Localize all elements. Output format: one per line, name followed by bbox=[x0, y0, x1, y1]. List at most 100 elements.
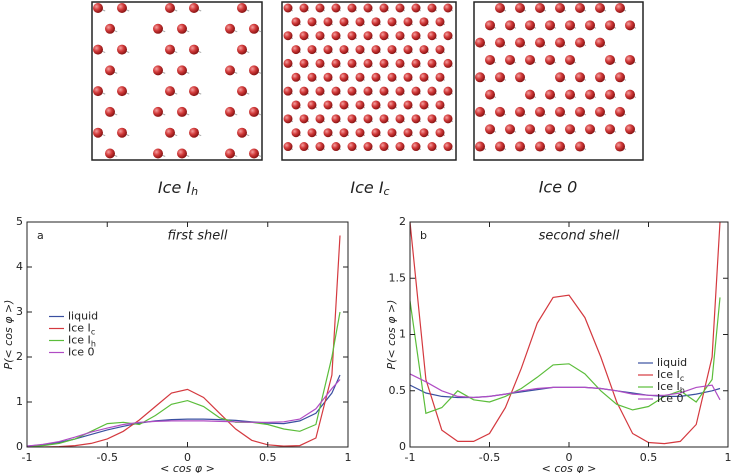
atom bbox=[515, 37, 525, 48]
legend-label: liquid bbox=[657, 356, 687, 369]
series-line bbox=[27, 379, 341, 447]
series-line bbox=[27, 374, 341, 447]
atom bbox=[225, 65, 235, 76]
atom bbox=[225, 23, 235, 34]
atom bbox=[371, 100, 381, 110]
atom bbox=[249, 65, 259, 76]
atom bbox=[323, 128, 333, 138]
atom bbox=[435, 72, 445, 82]
atom bbox=[165, 86, 175, 97]
atom bbox=[615, 106, 625, 117]
atom bbox=[331, 3, 341, 13]
atom bbox=[355, 72, 365, 82]
atom bbox=[575, 72, 585, 83]
atom bbox=[443, 58, 453, 68]
atom bbox=[189, 86, 199, 97]
atom bbox=[555, 37, 565, 48]
atom bbox=[291, 45, 301, 55]
atom bbox=[395, 31, 405, 41]
structure-image bbox=[91, 1, 263, 161]
atom bbox=[525, 20, 535, 31]
atom bbox=[379, 86, 389, 96]
atom bbox=[165, 44, 175, 55]
atom bbox=[443, 3, 453, 13]
atom bbox=[411, 86, 421, 96]
atom bbox=[395, 86, 405, 96]
atom bbox=[403, 100, 413, 110]
atom bbox=[323, 72, 333, 82]
atom bbox=[347, 31, 357, 41]
legend-subscript: c bbox=[91, 327, 95, 336]
x-tick-label: 0.5 bbox=[640, 451, 658, 464]
atom bbox=[435, 45, 445, 55]
series-line bbox=[410, 222, 721, 445]
atom bbox=[237, 127, 247, 138]
atom bbox=[323, 100, 333, 110]
atom bbox=[323, 17, 333, 27]
atom bbox=[363, 86, 373, 96]
atom bbox=[165, 127, 175, 138]
atom bbox=[283, 58, 293, 68]
atom bbox=[291, 100, 301, 110]
atom bbox=[435, 100, 445, 110]
atom bbox=[625, 54, 635, 65]
x-tick-label: -1 bbox=[405, 451, 416, 464]
atom bbox=[595, 37, 605, 48]
atom bbox=[495, 72, 505, 83]
structure-image bbox=[473, 1, 644, 161]
legend-label: Ice Ic bbox=[68, 322, 95, 337]
atom bbox=[347, 86, 357, 96]
atom bbox=[387, 45, 397, 55]
atom bbox=[443, 86, 453, 96]
atom bbox=[347, 114, 357, 124]
atom bbox=[105, 148, 115, 159]
atom bbox=[339, 17, 349, 27]
atom bbox=[93, 3, 103, 13]
panel-caption: Ice Ic bbox=[350, 178, 389, 199]
series-line bbox=[410, 373, 721, 401]
atom bbox=[165, 3, 175, 13]
atom bbox=[355, 17, 365, 27]
atom bbox=[307, 128, 317, 138]
atom bbox=[395, 142, 405, 152]
atom bbox=[331, 142, 341, 152]
atom bbox=[105, 106, 115, 117]
atom bbox=[585, 124, 595, 135]
legend-subscript: h bbox=[91, 339, 96, 348]
y-tick-label: 3 bbox=[16, 305, 23, 318]
atom bbox=[403, 128, 413, 138]
atom bbox=[117, 3, 127, 13]
atom bbox=[585, 20, 595, 31]
atom bbox=[411, 114, 421, 124]
atom bbox=[625, 124, 635, 135]
atom bbox=[419, 100, 429, 110]
atom bbox=[249, 23, 259, 34]
y-tick-label: 0.5 bbox=[389, 384, 407, 397]
y-axis-label: P(< cos φ >) bbox=[385, 300, 398, 370]
legend-label: Ice Ih bbox=[68, 334, 96, 349]
atom bbox=[485, 89, 495, 100]
atom bbox=[565, 20, 575, 31]
atom bbox=[575, 3, 585, 13]
atom bbox=[515, 72, 525, 83]
atom bbox=[403, 17, 413, 27]
image-frame bbox=[281, 1, 457, 161]
atom bbox=[339, 72, 349, 82]
atom bbox=[283, 86, 293, 96]
y-tick-label: 5 bbox=[16, 215, 23, 228]
atom bbox=[387, 100, 397, 110]
atom bbox=[475, 72, 485, 83]
atom bbox=[93, 127, 103, 138]
atom bbox=[435, 17, 445, 27]
atom bbox=[177, 106, 187, 117]
atom bbox=[331, 58, 341, 68]
atom bbox=[427, 3, 437, 13]
atom bbox=[387, 128, 397, 138]
atom bbox=[153, 65, 163, 76]
atom bbox=[153, 23, 163, 34]
atom bbox=[371, 128, 381, 138]
atom bbox=[515, 141, 525, 152]
atom bbox=[427, 86, 437, 96]
atom bbox=[153, 148, 163, 159]
